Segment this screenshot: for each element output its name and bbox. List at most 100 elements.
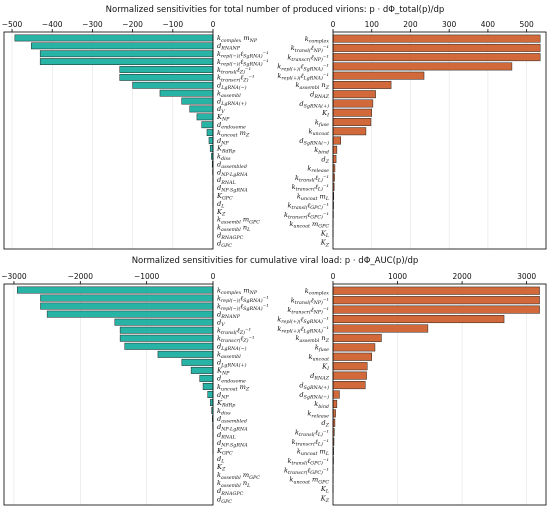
chart-1-left-param-label: dNP-LgRNA​ <box>217 168 248 178</box>
chart-1-left-param-label: kcomplex​ mNP​ <box>217 34 258 44</box>
chart-2-left-param-label: dGPC​ <box>217 495 232 505</box>
chart-2-left-frame <box>3 283 214 506</box>
chart-2-right-param-label: krepl(+)(​ℓLgRNA)​⁻¹ <box>277 325 329 335</box>
chart-1-right-bar <box>332 80 392 89</box>
chart-1-right-param-label: krelease​ <box>307 165 329 175</box>
chart-1-right-param-label: ktransl(​ℓGPC)​⁻¹ <box>287 202 329 212</box>
chart-2-right-param-label: kuncoat​ <box>308 353 329 363</box>
chart-1-left-bar <box>119 66 214 73</box>
chart-1-left-bar <box>196 113 214 121</box>
chart-1-title: Normalized sensitivities for total numbe… <box>106 5 445 15</box>
chart-1-left-param-label: dGPC​ <box>217 239 232 249</box>
chart-1-right-bar <box>332 118 372 126</box>
chart-1-right-param-label: KI​ <box>321 109 329 119</box>
chart-1-left-param-label: dRNA​L​ <box>217 176 236 186</box>
chart-1-right-bar <box>332 155 337 163</box>
tick-label: 0 <box>211 20 216 29</box>
chart-2-title: Normalized sensitivities for cumulative … <box>132 256 419 266</box>
chart-2-left-param-label: krepl(−)(​ℓSgRNA)​⁻¹ <box>217 302 269 312</box>
chart-2-right-bar <box>332 352 372 361</box>
chart-2-left-param-label: dassembled​ <box>217 415 247 425</box>
chart-2-left-param-label: dNP​ <box>217 391 229 401</box>
chart-1-right-param-label: ktranscr(​ℓNP)​⁻¹ <box>287 53 329 63</box>
chart-2-right-param-label: ktransl(​ℓL)​⁻¹ <box>295 429 329 439</box>
chart-1-left-bar <box>14 34 214 42</box>
chart-2-left-bar <box>124 342 214 350</box>
chart-2-left-param-label: dV​ <box>217 318 225 328</box>
chart-1-left-frame <box>3 31 214 250</box>
chart-2-right-param-label: kassembl​ nZ​ <box>296 334 330 344</box>
chart-2-left-param-label: dRNA​GPC​ <box>217 487 244 497</box>
chart-1-right-param-label: krepl(+)(​ℓLgRNA)​⁻¹ <box>277 72 329 82</box>
chart-1-right-bar <box>332 62 513 71</box>
chart-2-right-bar <box>332 296 540 305</box>
chart-2-right-param-label: kuncoat​ mL​ <box>297 447 329 457</box>
chart-1-left-bar <box>189 105 214 113</box>
chart-1-right-param-label: dSgRNA(+)​ <box>299 100 329 110</box>
chart-2-left-param-label: kdiss​ <box>217 407 231 417</box>
chart-1-right-param-label: kfuse​ <box>315 118 329 128</box>
chart-1-left-param-label: ktranscr(​ℓZ)​⁻¹ <box>217 74 255 84</box>
chart-2-right-bar <box>332 324 429 333</box>
chart-2-left-bar <box>46 310 214 318</box>
tick-label: 0 <box>211 272 216 281</box>
chart-1-left-param-label: krepl(−)(​ℓSgRNA)​⁻¹ <box>217 58 269 68</box>
chart-1-right-bar <box>332 71 425 80</box>
chart-2-left-bar <box>190 366 214 374</box>
chart-1-left-bar <box>208 137 214 144</box>
chart-2-left-param-label: dRNA​L​ <box>217 431 236 441</box>
chart-2-right-param-label: ktranscr(​ℓL)​⁻¹ <box>292 438 329 448</box>
chart-2-left-param-label: dNP-LgRNA​ <box>217 423 248 433</box>
chart-1-right-param-label: KZ​ <box>320 239 330 249</box>
chart-2-right-param-label: kbind​ <box>314 400 329 410</box>
chart-2-left-param-label: ktransl(​ℓZ)​⁻¹ <box>217 327 251 337</box>
chart-2-left-param-label: kassembl​ <box>217 351 241 361</box>
chart-2-right-bar <box>332 333 382 342</box>
tick-label: 0 <box>331 20 336 29</box>
chart-1-left-bar <box>201 121 214 129</box>
chart-1-left-param-label: ktransl(​ℓZ)​⁻¹ <box>217 66 251 76</box>
chart-2-left-param-label: ktranscr(​ℓZ)​⁻¹ <box>217 335 255 345</box>
chart-2-right-panel: 0100020003000kcomplex​ktransl(​ℓNP)​⁻¹kt… <box>277 272 547 506</box>
chart-2-left-param-label: dLgRNA(−)​ <box>217 343 247 353</box>
chart-1-left-param-label: KGPC​ <box>216 192 233 202</box>
tick-label: −300 <box>82 20 103 29</box>
chart-2-left-param-label: kassembl​ mGPC​ <box>217 471 260 481</box>
chart-1-right-bar <box>332 108 372 117</box>
chart-1-right-bar <box>332 136 341 145</box>
chart-2-left-param-label: KGPC​ <box>216 447 233 457</box>
chart-2-left-param-label: dLgRNA(+)​ <box>217 359 247 369</box>
chart-2-right-param-label: dRNA​Z​ <box>310 372 330 382</box>
chart-1-left-param-label: kuncoat​ mZ​ <box>217 129 250 139</box>
chart-2-right-bar <box>332 362 368 371</box>
tick-label: −500 <box>2 20 23 29</box>
chart-2-left-bar <box>157 350 214 358</box>
chart-2-right-param-label: ktranscr(​ℓGPC)​⁻¹ <box>284 466 329 476</box>
chart-2-right-param-label: ktranscr(​ℓNP)​⁻¹ <box>287 306 329 316</box>
chart-1-right-panel: 0 100 200 300 400 500 kcomplex​ktransl(​ℓNP)​⁻… <box>277 20 547 250</box>
chart-1-left-param-label: kdiss​ <box>217 153 231 163</box>
chart-1-right-param-label: dSgRNA(−)​ <box>299 137 329 147</box>
chart-2-right-bar <box>332 390 340 399</box>
chart-2-right-param-label: dSgRNA(+)​ <box>299 381 329 391</box>
tick-label: 1000 <box>388 272 407 281</box>
chart-1-right-bar <box>332 145 338 154</box>
tick-label: 100 <box>365 20 380 29</box>
chart-1-right-param-label: kassembl​ nZ​ <box>296 81 330 91</box>
chart-1-left-bar <box>159 89 214 97</box>
chart-1-left-param-label: dRNA​GPC​ <box>217 231 244 241</box>
chart-1-left-bar <box>39 50 214 58</box>
tick-label: −3000 <box>1 272 27 281</box>
chart-1-left-bar <box>209 144 214 152</box>
chart-1-right-bar <box>332 34 541 43</box>
chart-1-left-param-label: kassembl​ mGPC​ <box>217 216 260 226</box>
chart-2-left-bar <box>202 382 214 390</box>
chart-1-left-param-label: dRNA​NP​ <box>217 42 241 52</box>
chart-2-left-bar <box>181 358 214 366</box>
chart-2-left-bar <box>114 318 214 326</box>
chart-1-left-param-label: KZ​ <box>216 208 226 218</box>
chart-2-right-bar <box>332 399 338 408</box>
